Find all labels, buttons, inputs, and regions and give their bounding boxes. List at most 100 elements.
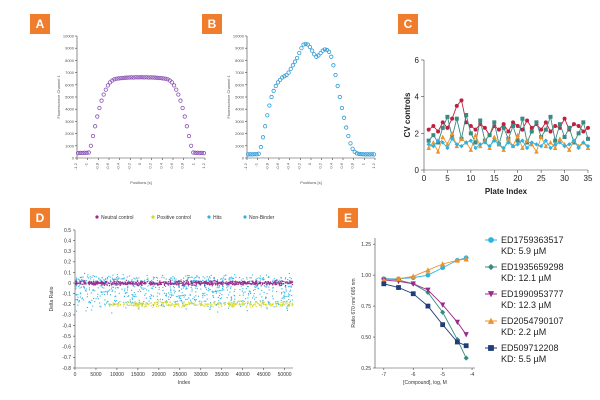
chart-d-data-point — [285, 284, 287, 287]
chart-d-data-point — [174, 305, 176, 307]
chart-d-data-point — [168, 278, 170, 281]
chart-d-data-point — [246, 285, 248, 288]
chart-c-data-point — [539, 127, 544, 132]
chart-d-data-point — [160, 283, 163, 285]
chart-d-data-point — [216, 303, 218, 305]
chart-d-data-point — [233, 281, 236, 283]
chart-e-data-point — [454, 319, 461, 326]
chart-d-data-point — [252, 280, 254, 282]
chart-d-data-point — [91, 276, 93, 278]
chart-d-data-point — [144, 279, 146, 281]
chart-b-data-point — [356, 151, 362, 156]
chart-d-data-point — [239, 304, 241, 306]
chart-d-data-point — [291, 282, 293, 284]
chart-d-data-point — [138, 303, 140, 305]
chart-d-data-point — [232, 302, 234, 305]
chart-d-data-point — [291, 283, 294, 286]
chart-d-data-point — [79, 292, 81, 294]
chart-d-data-point — [171, 295, 173, 297]
chart-d-data-point — [237, 282, 239, 284]
chart-d-data-point — [140, 284, 143, 286]
chart-d-data-point — [87, 277, 90, 279]
chart-d-data-point — [197, 280, 199, 282]
chart-d-data-point — [140, 282, 142, 284]
chart-a-data-point — [171, 83, 177, 88]
chart-d-data-point — [104, 293, 106, 295]
chart-a-data-point — [127, 75, 132, 80]
chart-d-data-point — [284, 286, 286, 288]
chart-d-data-point — [111, 290, 113, 292]
chart-d-data-point — [206, 305, 208, 307]
chart-d-delta-ratio: 0.50.40.30.20.10-0.1-0.2-0.3-0.4-0.5-0.6… — [49, 215, 294, 386]
chart-d-data-point — [214, 290, 216, 292]
chart-d-data-point — [157, 292, 159, 294]
chart-b-data-point — [309, 48, 315, 53]
chart-d-data-point — [101, 285, 103, 287]
chart-d-data-point — [171, 277, 173, 279]
chart-d-data-point — [291, 304, 293, 306]
chart-a-x-tick-label: -1.2 — [73, 162, 78, 170]
chart-d-data-point — [260, 275, 262, 277]
chart-d-data-point — [101, 286, 103, 288]
chart-d-data-point — [141, 304, 143, 306]
chart-d-data-point — [174, 306, 176, 308]
chart-d-data-point — [229, 282, 231, 285]
chart-d-data-point — [150, 302, 152, 304]
chart-d-data-point — [268, 286, 270, 288]
chart-d-data-point — [242, 304, 244, 306]
chart-a-data-point — [122, 75, 128, 80]
chart-c-data-point — [440, 120, 445, 125]
chart-c-data-point — [501, 145, 506, 151]
chart-b-x-tick-label: 0.8 — [350, 162, 355, 168]
chart-d-data-point — [140, 286, 142, 288]
chart-d-data-point — [218, 306, 220, 308]
chart-d-data-point — [123, 283, 125, 285]
chart-d-data-point — [190, 280, 192, 282]
chart-d-data-point — [80, 286, 82, 288]
chart-d-data-point — [165, 294, 167, 296]
chart-d-data-point — [128, 275, 130, 277]
chart-d-data-point — [210, 282, 213, 284]
chart-c-data-point — [524, 145, 530, 151]
chart-a-data-point — [78, 150, 83, 155]
chart-d-data-point — [222, 285, 224, 287]
chart-d-data-point — [75, 288, 77, 290]
chart-d-data-point — [178, 290, 180, 292]
chart-d-data-point — [212, 283, 214, 285]
chart-d-data-point — [92, 288, 94, 291]
chart-d-y-tick-label: 0.3 — [64, 249, 71, 255]
chart-d-data-point — [231, 280, 233, 282]
chart-d-data-point — [267, 280, 269, 283]
chart-d-data-point — [228, 305, 230, 307]
chart-b-data-point — [248, 152, 253, 157]
chart-d-data-point — [168, 282, 170, 285]
chart-d-data-point — [81, 280, 83, 282]
chart-d-data-point — [286, 301, 288, 303]
chart-d-data-point — [91, 309, 93, 311]
chart-b-data-point — [335, 83, 340, 89]
chart-d-data-point — [214, 304, 216, 306]
chart-d-data-point — [77, 296, 79, 298]
chart-d-data-point — [182, 284, 184, 287]
chart-e-data-point — [463, 343, 469, 349]
chart-d-data-point — [134, 294, 136, 296]
chart-d-data-point — [242, 281, 244, 283]
chart-d-data-point — [144, 287, 146, 289]
chart-d-data-point — [168, 303, 170, 305]
chart-d-data-point — [116, 284, 118, 286]
chart-d-data-point — [112, 274, 114, 276]
chart-e-data-point — [463, 256, 469, 262]
chart-d-data-point — [154, 286, 157, 288]
chart-c-x-tick-label: 20 — [513, 174, 522, 183]
chart-d-data-point — [102, 291, 104, 293]
chart-d-data-point — [102, 283, 104, 285]
chart-d-data-point — [104, 278, 107, 280]
chart-b-data-point — [305, 42, 310, 47]
chart-d-data-point — [88, 284, 90, 286]
chart-c-data-point — [464, 113, 469, 118]
chart-d-data-point — [127, 301, 129, 303]
chart-c-data-point — [548, 129, 553, 134]
chart-d-data-point — [263, 304, 265, 306]
chart-d-data-point — [115, 299, 117, 302]
chart-d-data-point — [216, 281, 219, 283]
